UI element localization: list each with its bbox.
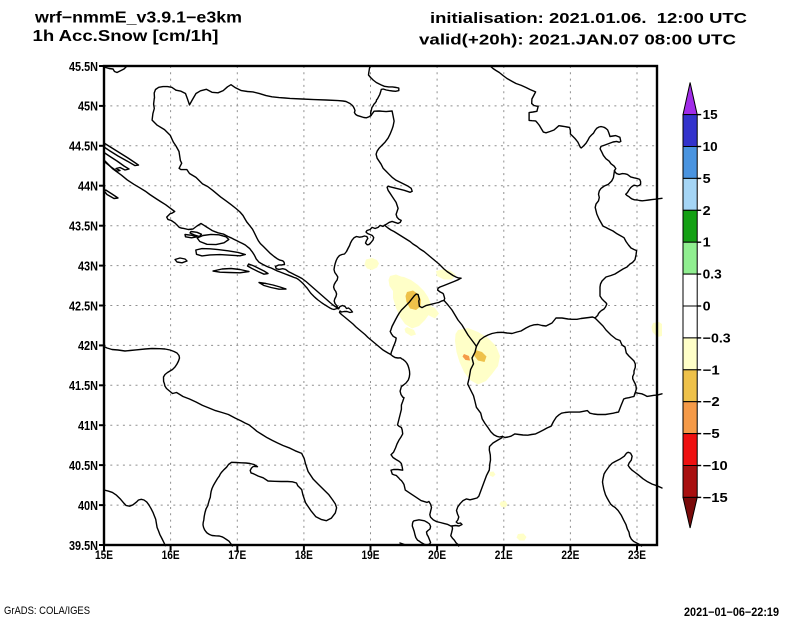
svg-text:17E: 17E bbox=[228, 550, 246, 562]
svg-text:41.5N: 41.5N bbox=[69, 378, 98, 393]
svg-text:41N: 41N bbox=[78, 418, 98, 433]
svg-text:23E: 23E bbox=[628, 550, 646, 562]
svg-text:GrADS: COLA/IGES: GrADS: COLA/IGES bbox=[4, 605, 90, 617]
svg-text:10: 10 bbox=[703, 139, 718, 154]
svg-text:0: 0 bbox=[703, 299, 711, 314]
svg-text:1h Acc.Snow [cm/1h]: 1h Acc.Snow [cm/1h] bbox=[33, 28, 219, 45]
svg-text:−0.3: −0.3 bbox=[703, 330, 731, 345]
svg-text:44N: 44N bbox=[78, 179, 98, 194]
svg-text:21E: 21E bbox=[495, 550, 513, 562]
svg-text:15: 15 bbox=[703, 107, 718, 122]
svg-text:wrf−nmmE_v3.9.1−e3km: wrf−nmmE_v3.9.1−e3km bbox=[34, 10, 242, 27]
svg-text:40N: 40N bbox=[78, 498, 98, 513]
svg-text:−2: −2 bbox=[703, 394, 720, 409]
svg-text:5: 5 bbox=[703, 171, 711, 186]
svg-text:40.5N: 40.5N bbox=[69, 458, 98, 473]
svg-text:45.5N: 45.5N bbox=[69, 59, 98, 74]
svg-text:−1: −1 bbox=[703, 362, 720, 377]
svg-text:18E: 18E bbox=[295, 550, 313, 562]
svg-text:0.3: 0.3 bbox=[703, 267, 722, 282]
svg-text:22E: 22E bbox=[561, 550, 579, 562]
svg-text:43N: 43N bbox=[78, 258, 98, 273]
svg-text:19E: 19E bbox=[362, 550, 380, 562]
svg-text:20E: 20E bbox=[428, 550, 446, 562]
svg-text:2: 2 bbox=[703, 203, 711, 218]
svg-text:−5: −5 bbox=[703, 426, 720, 441]
svg-text:−10: −10 bbox=[703, 458, 728, 473]
svg-text:45N: 45N bbox=[78, 99, 98, 114]
svg-text:−15: −15 bbox=[703, 490, 728, 505]
svg-text:15E: 15E bbox=[95, 550, 113, 562]
svg-text:1: 1 bbox=[703, 235, 711, 250]
svg-text:valid(+20h): 2021.JAN.07 08:00: valid(+20h): 2021.JAN.07 08:00 UTC bbox=[419, 32, 736, 49]
svg-text:2021−01−06−22:19: 2021−01−06−22:19 bbox=[684, 607, 779, 618]
svg-text:43.5N: 43.5N bbox=[69, 219, 98, 234]
svg-text:42.5N: 42.5N bbox=[69, 298, 98, 313]
svg-text:16E: 16E bbox=[162, 550, 180, 562]
svg-text:initialisation: 2021.01.06. 1: initialisation: 2021.01.06. 12:00 UTC bbox=[430, 10, 747, 27]
svg-text:44.5N: 44.5N bbox=[69, 139, 98, 154]
svg-text:42N: 42N bbox=[78, 338, 98, 353]
svg-text:39.5N: 39.5N bbox=[69, 538, 98, 553]
